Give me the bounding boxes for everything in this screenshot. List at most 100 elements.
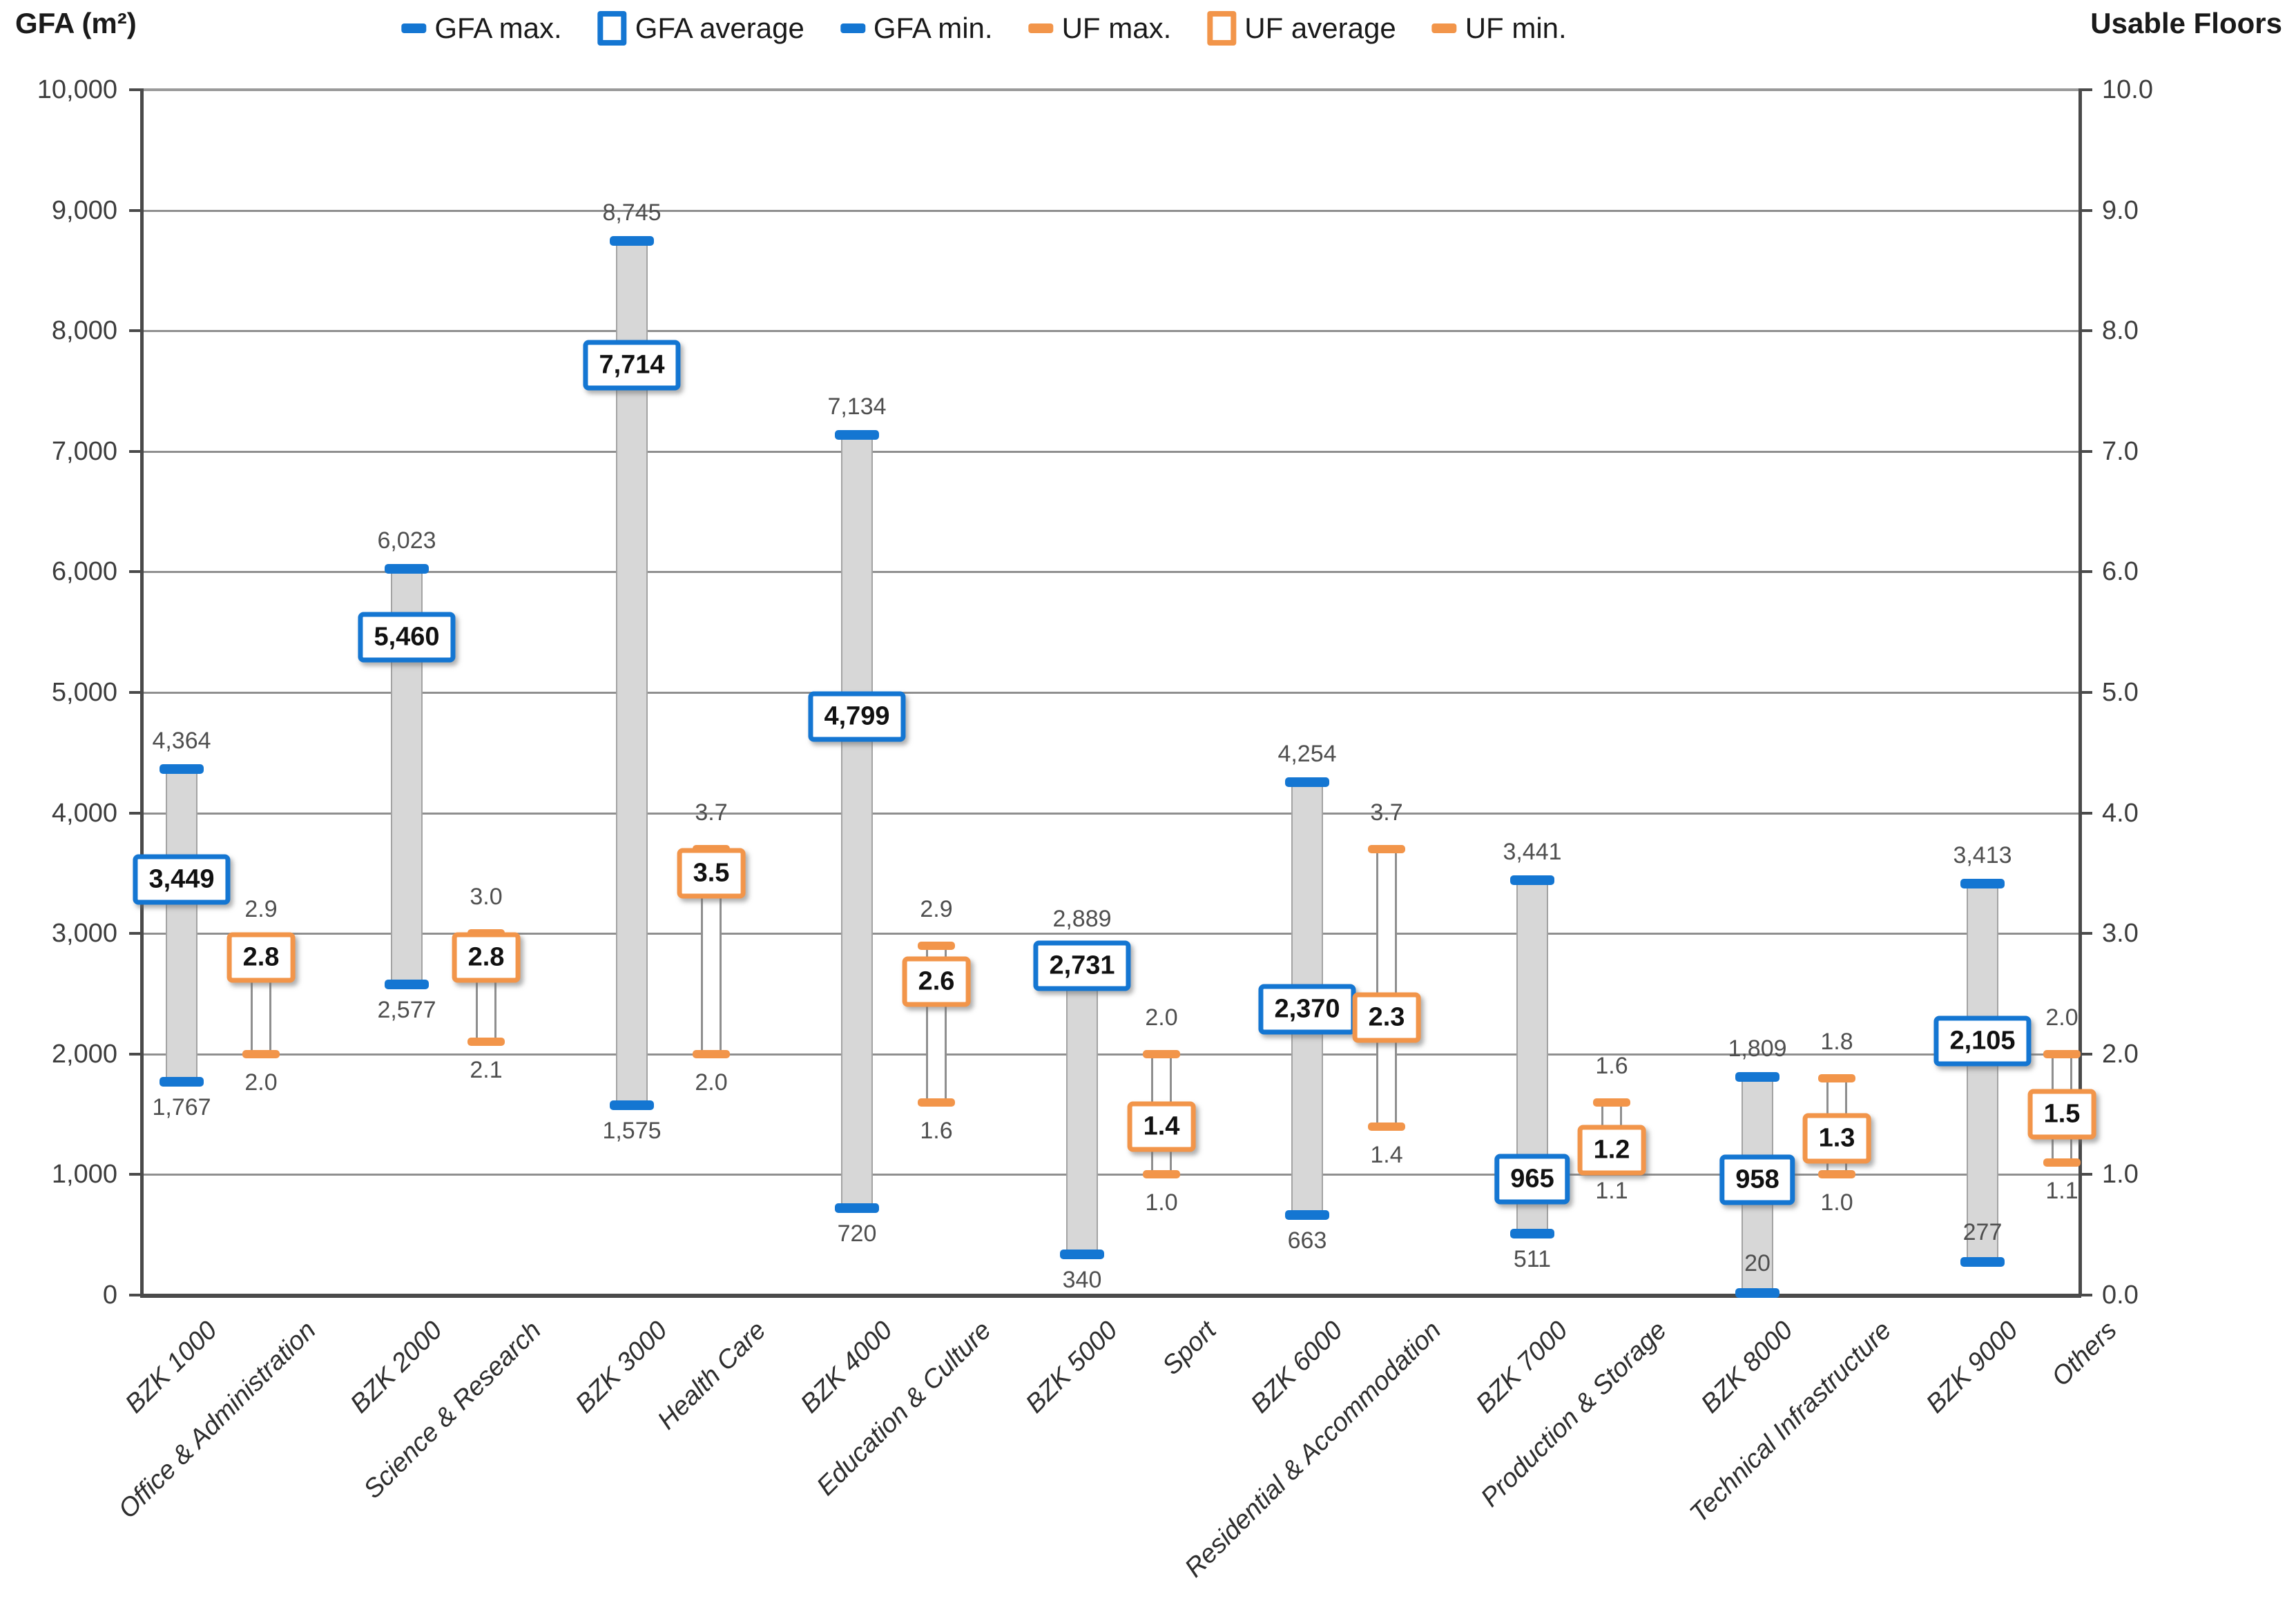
uf-min-label: 2.0 [695,1069,728,1096]
right-axis-tick [2080,570,2092,574]
gridline [142,812,2080,815]
right-axis-tick-label: 0.0 [2102,1281,2139,1310]
gfa-max-label: 6,023 [377,527,436,554]
gfa-min-label: 720 [837,1221,877,1247]
uf-min-label: 1.0 [1145,1189,1178,1216]
gfa-average-box: 5,460 [358,612,456,663]
gfa-min-label: 2,577 [377,997,436,1024]
gfa-max-label: 1,809 [1728,1036,1787,1062]
gfa-max-cap [1510,875,1554,886]
uf-min-label: 1.0 [1820,1189,1853,1216]
uf-max-label: 1.8 [1820,1028,1853,1055]
gfa-average-box: 2,370 [1258,984,1356,1035]
uf-average-box: 1.4 [1127,1101,1196,1152]
uf-min-label: 1.1 [1595,1177,1628,1204]
right-axis-tick-label: 2.0 [2102,1039,2139,1069]
x-axis-line [140,1294,2081,1298]
gfa-max-label: 3,413 [1953,842,2012,869]
x-label-category-code: BZK 9000 [1920,1316,2024,1419]
left-axis-tick [129,932,142,935]
gfa-max-cap [1735,1072,1779,1082]
gfa-min-cap [160,1077,204,1087]
right-axis-tick-label: 10.0 [2102,75,2153,104]
x-label-category-name: Others [2046,1316,2123,1392]
gfa-range-bar [841,435,873,1209]
right-axis-tick [2080,1052,2092,1056]
right-axis-tick [2080,932,2092,935]
uf-min-cap [1143,1170,1180,1179]
uf-min-label: 1.4 [1370,1141,1403,1168]
gridline [142,450,2080,453]
right-axis-tick [2080,208,2092,212]
gfa-average-box: 2,105 [1933,1015,2032,1067]
uf-max-cap [2043,1049,2081,1058]
gfa-min-cap [1510,1228,1554,1238]
right-axis-tick [2080,1173,2092,1176]
gridline [142,933,2080,935]
left-axis-line [140,88,144,1296]
legend-item: GFA average [597,11,804,46]
gfa-range-bar [1066,946,1098,1254]
gfa-min-label: 340 [1062,1266,1102,1293]
left-axis-tick [129,1173,142,1176]
x-label-category-code: BZK 8000 [1695,1316,1799,1419]
uf-max-label: 3.7 [1370,799,1403,826]
uf-average-box: 3.5 [677,848,746,899]
gfa-min-label: 20 [1744,1250,1771,1276]
left-axis-tick [129,449,142,453]
uf-max-cap [1143,1049,1180,1058]
gfa-max-cap [385,564,429,574]
gfa-average-box: 965 [1494,1154,1570,1204]
gridline [142,692,2080,694]
left-axis-title: GFA (m²) [15,7,137,39]
right-axis-tick-label: 5.0 [2102,678,2139,707]
x-label-category-name: Technical Infrastructure [1684,1316,1898,1529]
legend-item: UF min. [1431,12,1567,45]
plot-top-border [142,88,2080,91]
gfa-max-label: 7,134 [827,393,887,420]
left-axis-tick [129,1052,142,1056]
left-axis-tick-label: 6,000 [51,557,117,587]
left-axis-tick-label: 7,000 [51,436,117,466]
left-axis-tick [129,208,142,212]
uf-max-cap [1368,844,1405,853]
uf-max-label: 3.0 [470,884,503,911]
legend-item-label: UF max. [1061,12,1172,44]
legend-item-label: GFA min. [873,12,993,44]
legend-dash-icon [401,23,427,33]
gfa-range-bar [1967,884,1998,1262]
x-label-category-code: BZK 6000 [1245,1316,1349,1419]
gfa-min-cap [1285,1210,1329,1221]
uf-average-box: 2.8 [452,932,521,983]
left-axis-tick [129,691,142,694]
gridline [142,209,2080,212]
uf-max-label: 2.0 [1145,1004,1178,1031]
uf-max-cap [1593,1098,1630,1107]
x-label-category-name: Science & Research [358,1316,547,1505]
uf-min-cap [918,1098,955,1107]
uf-average-box: 2.3 [1352,992,1421,1043]
gfa-min-label: 663 [1287,1227,1327,1254]
legend-square-icon [1207,11,1237,46]
gfa-range-bar [166,769,197,1082]
x-label-category-name: Production & Storage [1475,1316,1672,1513]
x-label-category-code: BZK 2000 [345,1316,448,1419]
legend-dash-icon [1028,23,1054,33]
gfa-max-cap [160,764,204,775]
right-axis-tick-label: 3.0 [2102,919,2139,949]
left-axis-tick [129,811,142,815]
gfa-min-label: 277 [1962,1218,2003,1245]
gfa-min-label: 1,575 [602,1118,662,1144]
left-axis-tick [129,1294,142,1296]
right-axis-tick-label: 7.0 [2102,436,2139,466]
gfa-average-box: 2,731 [1033,940,1131,991]
right-axis-line [2078,88,2082,1296]
legend-dash-icon [1431,23,1457,33]
x-label-category-name: Sport [1157,1316,1222,1381]
uf-min-label: 1.6 [920,1117,953,1144]
gfa-max-cap [835,430,879,440]
x-label-category-code: BZK 5000 [1020,1316,1123,1419]
uf-min-cap [2043,1158,2081,1167]
legend-dash-icon [840,23,865,33]
